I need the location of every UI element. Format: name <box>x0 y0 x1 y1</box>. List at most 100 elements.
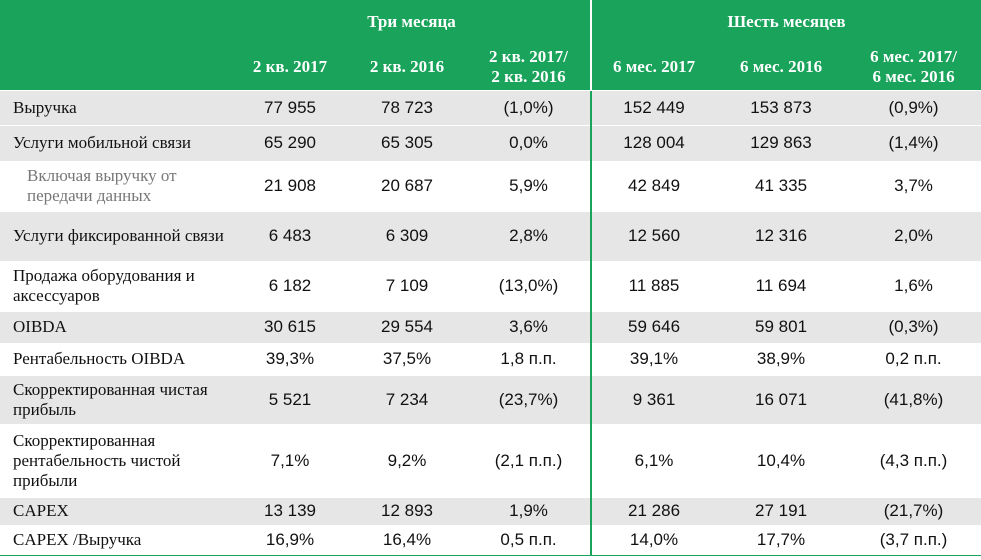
cell-value: 1,8 п.п. <box>467 342 592 375</box>
cell-value: (0,9%) <box>846 89 981 125</box>
cell-value: 11 885 <box>590 260 717 311</box>
table-row: CAPEX 13 139 12 893 1,9% 21 286 27 191 (… <box>0 496 981 525</box>
col-header-q2-2016: 2 кв. 2016 <box>347 44 467 90</box>
cell-value: 2,8% <box>467 210 592 261</box>
cell-value: 38,9% <box>716 342 847 375</box>
cell-value: 21 908 <box>233 160 347 211</box>
cell-value: 1,6% <box>846 260 981 311</box>
cell-value: (1,4%) <box>846 124 981 161</box>
cell-value: 20 687 <box>347 160 467 211</box>
cell-value: 129 863 <box>716 124 847 161</box>
cell-value: 152 449 <box>590 89 717 125</box>
cell-value: (4,3 п.п.) <box>846 423 981 497</box>
row-label: Продажа оборудования и аксессуаров <box>0 260 233 311</box>
cell-value: 6 309 <box>347 210 467 261</box>
col-header-6m-change: 6 мес. 2017/ 6 мес. 2016 <box>846 44 981 90</box>
row-label: Выручка <box>0 89 233 125</box>
cell-value: 27 191 <box>716 496 847 525</box>
row-label: Услуги мобильной связи <box>0 124 233 161</box>
cell-value: (41,8%) <box>846 374 981 424</box>
cell-value: 39,3% <box>233 342 347 375</box>
table-row: CAPEX /Выручка 16,9% 16,4% 0,5 п.п. 14,0… <box>0 524 981 556</box>
cell-value: (21,7%) <box>846 496 981 525</box>
cell-value: 29 554 <box>347 310 467 343</box>
cell-value: 16,9% <box>233 524 347 556</box>
cell-value: 59 801 <box>716 310 847 343</box>
table-row: OIBDA 30 615 29 554 3,6% 59 646 59 801 (… <box>0 310 981 343</box>
header-group-three-months: Три месяца <box>233 0 592 44</box>
table-row: Скорректированная рентабельность чистой … <box>0 423 981 497</box>
table-row: Рентабельность OIBDA 39,3% 37,5% 1,8 п.п… <box>0 342 981 375</box>
cell-value: 59 646 <box>590 310 717 343</box>
cell-value: 153 873 <box>716 89 847 125</box>
cell-value: 7 109 <box>347 260 467 311</box>
cell-value: 65 305 <box>347 124 467 161</box>
row-label: Скорректированная чистая прибыль <box>0 374 233 424</box>
cell-value: (23,7%) <box>467 374 592 424</box>
cell-value: 12 316 <box>716 210 847 261</box>
cell-value: 2,0% <box>846 210 981 261</box>
cell-value: 16,4% <box>347 524 467 556</box>
cell-value: 10,4% <box>716 423 847 497</box>
cell-value: 6,1% <box>590 423 717 497</box>
col-header-6m-2017: 6 мес. 2017 <box>590 44 717 90</box>
cell-value: 5,9% <box>467 160 592 211</box>
cell-value: 42 849 <box>590 160 717 211</box>
cell-value: 12 560 <box>590 210 717 261</box>
cell-value: 3,7% <box>846 160 981 211</box>
row-label: Рентабельность OIBDA <box>0 342 233 375</box>
header-columns-row: 2 кв. 2017 2 кв. 2016 2 кв. 2017/ 2 кв. … <box>0 44 981 90</box>
cell-value: 6 483 <box>233 210 347 261</box>
header-group-row: Три месяца Шесть месяцев <box>0 0 981 44</box>
cell-value: 0,2 п.п. <box>846 342 981 375</box>
cell-value: (2,1 п.п.) <box>467 423 592 497</box>
cell-value: 39,1% <box>590 342 717 375</box>
cell-value: 16 071 <box>716 374 847 424</box>
cell-value: 11 694 <box>716 260 847 311</box>
col-header-q-change: 2 кв. 2017/ 2 кв. 2016 <box>467 44 592 90</box>
cell-value: 7,1% <box>233 423 347 497</box>
cell-value: 37,5% <box>347 342 467 375</box>
cell-value: 21 286 <box>590 496 717 525</box>
cell-value: 6 182 <box>233 260 347 311</box>
cell-value: 128 004 <box>590 124 717 161</box>
table-row: Скорректированная чистая прибыль 5 521 7… <box>0 374 981 424</box>
header-group-six-months: Шесть месяцев <box>590 0 981 44</box>
table-row: Услуги мобильной связи 65 290 65 305 0,0… <box>0 124 981 161</box>
cell-value: 7 234 <box>347 374 467 424</box>
table-row: Продажа оборудования и аксессуаров 6 182… <box>0 260 981 311</box>
cell-value: (0,3%) <box>846 310 981 343</box>
cell-value: 1,9% <box>467 496 592 525</box>
col-header-q2-2017: 2 кв. 2017 <box>233 44 347 90</box>
table-row: Включая выручку от передачи данных 21 90… <box>0 160 981 211</box>
cell-value: 41 335 <box>716 160 847 211</box>
table-row: Выручка 77 955 78 723 (1,0%) 152 449 153… <box>0 89 981 125</box>
cell-value: 65 290 <box>233 124 347 161</box>
cell-value: 9 361 <box>590 374 717 424</box>
row-label: Скорректированная рентабельность чистой … <box>0 423 233 497</box>
row-label: CAPEX /Выручка <box>0 524 233 556</box>
row-label: Услуги фиксированной связи <box>0 210 233 261</box>
cell-value: 5 521 <box>233 374 347 424</box>
cell-value: 9,2% <box>347 423 467 497</box>
cell-value: 14,0% <box>590 524 717 556</box>
header-corner <box>0 0 233 44</box>
header-corner-lower <box>0 44 233 90</box>
cell-value: 0,0% <box>467 124 592 161</box>
row-label: OIBDA <box>0 310 233 343</box>
col-header-6m-2016: 6 мес. 2016 <box>716 44 847 90</box>
cell-value: 3,6% <box>467 310 592 343</box>
cell-value: (1,0%) <box>467 89 592 125</box>
row-label: Включая выручку от передачи данных <box>0 160 233 211</box>
cell-value: 78 723 <box>347 89 467 125</box>
cell-value: 30 615 <box>233 310 347 343</box>
table-row: Услуги фиксированной связи 6 483 6 309 2… <box>0 210 981 261</box>
cell-value: 17,7% <box>716 524 847 556</box>
cell-value: 0,5 п.п. <box>467 524 592 556</box>
cell-value: 77 955 <box>233 89 347 125</box>
cell-value: (3,7 п.п.) <box>846 524 981 556</box>
row-label: CAPEX <box>0 496 233 525</box>
cell-value: (13,0%) <box>467 260 592 311</box>
cell-value: 12 893 <box>347 496 467 525</box>
